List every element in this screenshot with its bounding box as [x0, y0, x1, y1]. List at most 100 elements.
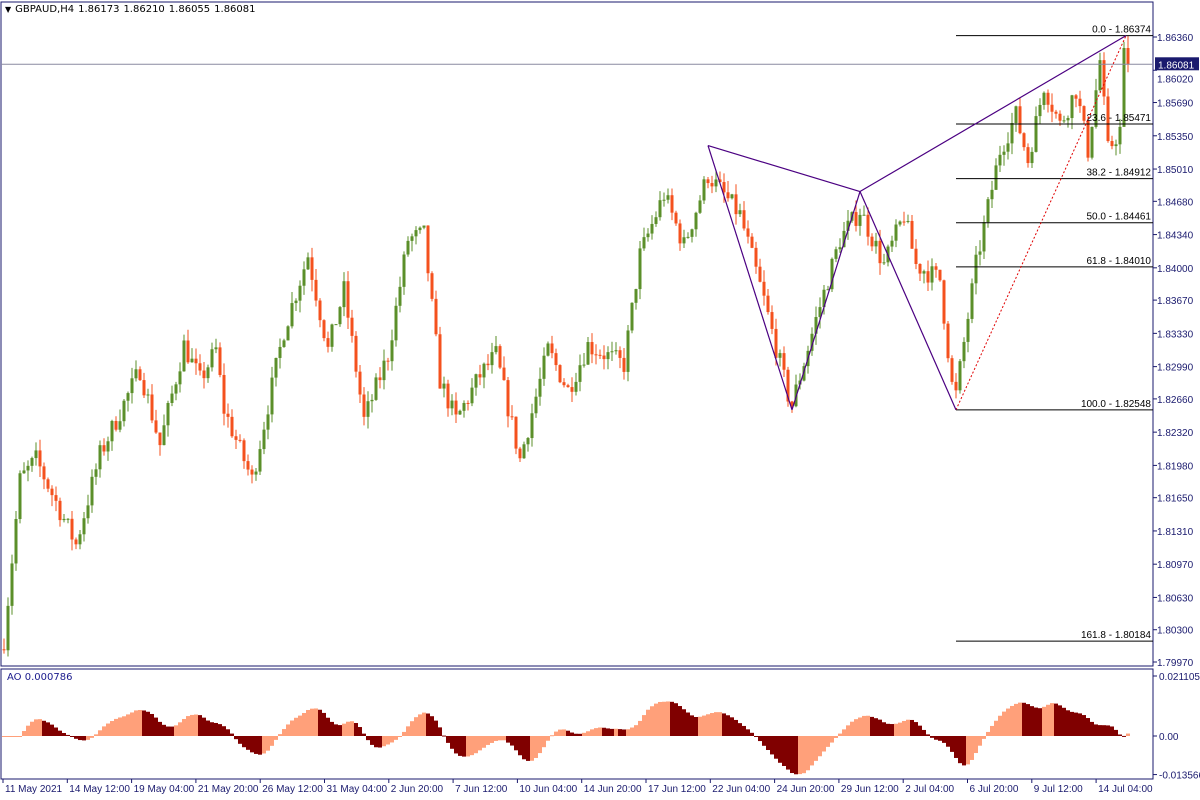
ao-bar — [294, 717, 298, 736]
candle-body — [94, 469, 98, 477]
candle — [906, 214, 910, 224]
candle-body — [946, 323, 950, 359]
candle-body — [854, 212, 858, 226]
candle-body — [1122, 48, 1126, 127]
candle — [322, 319, 326, 342]
candle-body — [50, 488, 54, 496]
y-axis-label: 1.85350 — [1157, 132, 1194, 143]
ao-bar — [962, 736, 966, 766]
ao-bar — [550, 735, 554, 737]
candle — [834, 246, 838, 263]
candle — [250, 465, 254, 484]
ao-bar — [590, 729, 594, 736]
candle-body — [826, 289, 830, 291]
candle-body — [74, 539, 78, 545]
candle — [530, 403, 534, 447]
ao-bar — [986, 731, 990, 736]
candle-body — [1026, 147, 1030, 164]
ao-bar — [266, 736, 270, 751]
ao-bar — [754, 736, 758, 737]
candle — [258, 440, 262, 475]
candle-body — [774, 328, 778, 358]
candle — [102, 438, 106, 456]
candle-body — [434, 298, 438, 335]
ao-bar — [286, 724, 290, 736]
candle-body — [646, 233, 650, 238]
candle-body — [554, 353, 558, 366]
candle — [1098, 52, 1102, 92]
ao-bar — [998, 715, 1002, 736]
candle-body — [146, 394, 150, 396]
candle-body — [54, 495, 58, 501]
pattern-line — [791, 191, 861, 411]
candle-body — [306, 257, 310, 270]
candle-body — [982, 222, 986, 252]
ao-bar — [882, 722, 886, 736]
ao-bar — [450, 736, 454, 749]
candle-body — [194, 358, 198, 364]
candle — [650, 215, 654, 240]
candle-body — [902, 221, 906, 223]
candle-body — [134, 369, 138, 379]
candle — [378, 367, 382, 389]
ao-bar — [890, 724, 894, 736]
candle-body — [62, 518, 66, 521]
candle — [50, 485, 54, 507]
candle — [698, 195, 702, 214]
pattern-line — [707, 145, 793, 411]
y-axis-label: 1.80300 — [1157, 626, 1194, 637]
candle — [1106, 88, 1110, 143]
candle-body — [738, 210, 742, 215]
ao-bar — [14, 736, 18, 737]
ao-bar — [562, 729, 566, 736]
ao-bar — [718, 712, 722, 736]
ao-bar — [1082, 715, 1086, 736]
ao-bar — [2, 736, 6, 737]
candle — [974, 246, 978, 295]
y-axis-label: 1.81650 — [1157, 494, 1194, 505]
ao-bar — [1070, 711, 1074, 736]
ao-bar — [522, 736, 526, 760]
ao-bar — [742, 725, 746, 736]
candle-body — [142, 380, 146, 396]
candle — [946, 321, 950, 363]
candle — [186, 329, 190, 364]
x-axis-label: 6 Jul 20:00 — [970, 784, 1019, 795]
candle-body — [610, 351, 614, 353]
candle — [654, 211, 658, 227]
candle-body — [650, 223, 654, 234]
dropdown-triangle-icon[interactable]: ▼ — [5, 5, 12, 14]
candle-body — [642, 237, 646, 249]
candle — [410, 233, 414, 252]
ao-bar — [690, 715, 694, 736]
ao-bar — [730, 717, 734, 736]
ao-bar — [790, 736, 794, 774]
candle — [374, 373, 378, 401]
candle — [194, 348, 198, 375]
ao-bar — [190, 714, 194, 736]
ao-bar — [766, 736, 770, 751]
x-axis-label: 31 May 04:00 — [327, 784, 388, 795]
candle-body — [618, 350, 622, 358]
candle — [642, 227, 646, 251]
ao-indicator-label: AO 0.000786 — [7, 672, 73, 683]
candle — [606, 346, 610, 370]
ao-bar — [466, 736, 470, 757]
candle-body — [178, 371, 182, 385]
candle-body — [690, 229, 694, 237]
candle — [334, 324, 338, 326]
ao-bar — [834, 736, 838, 738]
candle-body — [370, 399, 374, 402]
fib-level-label: 161.8 - 1.80184 — [1081, 630, 1151, 641]
candle — [14, 510, 18, 571]
x-axis-label: 2 Jul 04:00 — [905, 784, 954, 795]
candle — [790, 400, 794, 413]
candle — [318, 298, 322, 328]
ao-bar — [118, 717, 122, 736]
candle-body — [686, 236, 690, 238]
ao-bar — [290, 720, 294, 736]
ao-bar — [1118, 734, 1122, 736]
candle — [206, 364, 210, 383]
ao-bar — [326, 717, 330, 736]
